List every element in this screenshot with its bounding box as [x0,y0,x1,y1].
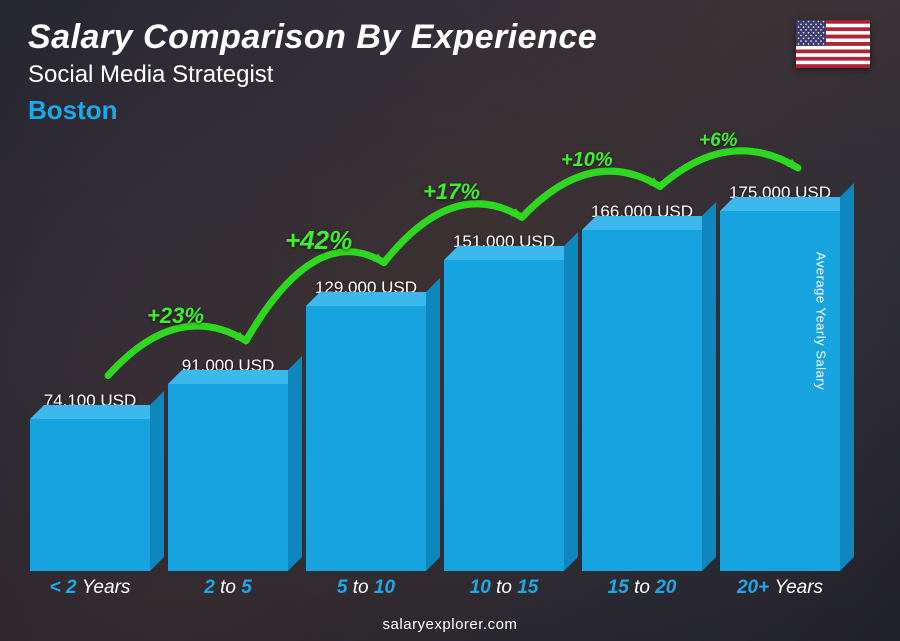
bar-slot: 166,000 USD [582,202,702,571]
bar-chart: 74,100 USD91,000 USD129,000 USD151,000 U… [30,150,840,571]
bar-side-face [564,232,578,571]
bar-side-face [288,356,302,571]
chart-title: Salary Comparison By Experience [28,18,872,57]
bar [168,384,288,571]
bar [582,230,702,571]
bar-top-face [444,246,578,260]
chart-location: Boston [28,95,872,126]
bar-top-face [720,197,854,211]
chart-subtitle: Social Media Strategist [28,61,872,89]
bar-top-face [168,370,302,384]
bar-slot: 74,100 USD [30,391,150,571]
x-axis-label: 5 to 10 [306,577,426,605]
x-axis-labels: < 2 Years 2 to 5 5 to 10 10 to 15 15 to 20 20… [30,577,840,605]
increase-pct-label: +10% [561,149,613,172]
bar-side-face [840,183,854,571]
increase-pct-label: +23% [147,303,204,329]
bars-container: 74,100 USD91,000 USD129,000 USD151,000 U… [30,150,840,571]
bar [30,419,150,571]
bar-side-face [426,278,440,571]
bar-side-face [150,391,164,571]
footer-attribution: salaryexplorer.com [0,616,900,633]
increase-pct-label: +42% [285,225,352,256]
x-axis-label: 10 to 15 [444,577,564,605]
increase-pct-label: +6% [699,130,738,152]
bar [444,260,564,571]
increase-pct-label: +17% [423,179,480,205]
x-axis-label: 15 to 20 [582,577,702,605]
y-axis-label: Average Yearly Salary [813,251,828,389]
bar-top-face [582,216,716,230]
bar-slot: 151,000 USD [444,232,564,571]
x-axis-label: 20+ Years [720,577,840,605]
bar [306,306,426,571]
bar-top-face [306,292,440,306]
us-flag-icon [796,20,870,68]
header: Salary Comparison By Experience Social M… [28,18,872,126]
bar-slot: 129,000 USD [306,278,426,571]
bar-slot: 91,000 USD [168,356,288,571]
bar-top-face [30,405,164,419]
x-axis-label: 2 to 5 [168,577,288,605]
bar-side-face [702,202,716,571]
x-axis-label: < 2 Years [30,577,150,605]
